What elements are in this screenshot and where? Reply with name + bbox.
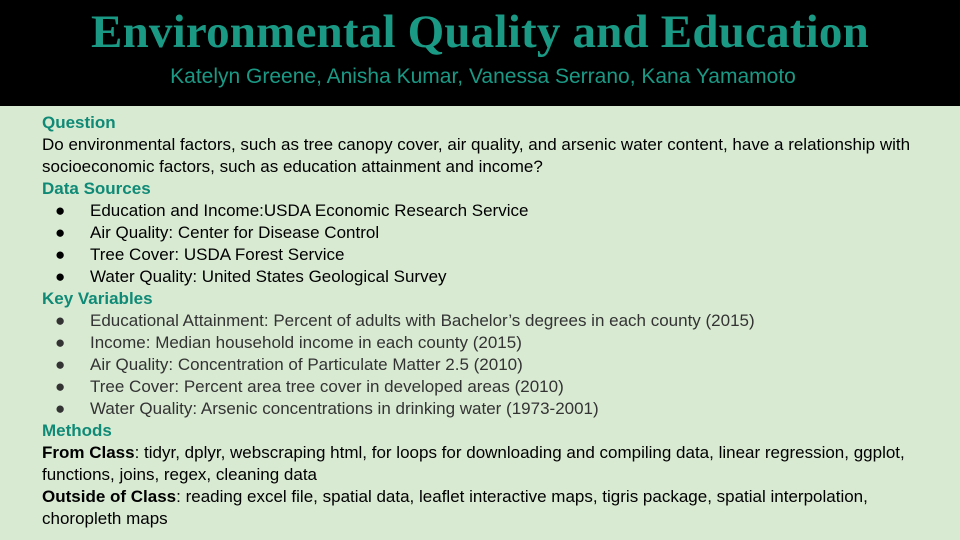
slide-body: Question Do environmental factors, such … (42, 112, 942, 530)
outside-class-label: Outside of Class (42, 487, 177, 506)
methods-heading: Methods (42, 421, 112, 440)
question-text: Do environmental factors, such as tree c… (42, 135, 911, 176)
bullet-icon: ● (55, 267, 66, 286)
list-item: ● Education and Income:USDA Economic Rese… (42, 200, 942, 222)
list-item-text: Water Quality: Arsenic concentrations in… (90, 399, 599, 418)
methods-outside-class: Outside of Class: reading excel file, sp… (42, 486, 942, 530)
authors-line: Katelyn Greene, Anisha Kumar, Vanessa Se… (170, 65, 796, 88)
from-class-text: : tidyr, dplyr, webscraping html, for lo… (42, 443, 905, 484)
list-item: ● Water Quality: Arsenic concentrations i… (42, 398, 942, 420)
question-heading: Question (42, 113, 116, 132)
list-item: ● Income: Median household income in each… (42, 332, 942, 354)
bullet-icon: ● (55, 399, 66, 418)
from-class-label: From Class (42, 443, 135, 462)
data-sources-heading: Data Sources (42, 179, 151, 198)
outside-class-text: : reading excel file, spatial data, leaf… (42, 487, 868, 528)
title-banner: Environmental Quality and Education Kate… (0, 0, 960, 106)
list-item: ● Tree Cover: USDA Forest Service (42, 244, 942, 266)
methods-from-class: From Class: tidyr, dplyr, webscraping ht… (42, 442, 942, 486)
list-item-text: Air Quality: Concentration of Particulat… (90, 355, 523, 374)
key-variables-list: ● Educational Attainment: Percent of adul… (42, 310, 942, 420)
bullet-icon: ● (55, 333, 66, 352)
data-sources-list: ● Education and Income:USDA Economic Rese… (42, 200, 942, 288)
bullet-icon: ● (55, 245, 66, 264)
list-item: ● Educational Attainment: Percent of adul… (42, 310, 942, 332)
list-item-text: Water Quality: United States Geological … (90, 267, 447, 286)
list-item: ● Air Quality: Center for Disease Control (42, 222, 942, 244)
list-item-text: Tree Cover: USDA Forest Service (90, 245, 345, 264)
list-item-text: Educational Attainment: Percent of adult… (90, 311, 755, 330)
page-title: Environmental Quality and Education (91, 6, 869, 58)
list-item-text: Tree Cover: Percent area tree cover in d… (90, 377, 564, 396)
bullet-icon: ● (55, 355, 66, 374)
bullet-icon: ● (55, 311, 66, 330)
list-item: ● Air Quality: Concentration of Particula… (42, 354, 942, 376)
list-item: ● Tree Cover: Percent area tree cover in … (42, 376, 942, 398)
list-item-text: Income: Median household income in each … (90, 333, 522, 352)
bullet-icon: ● (55, 201, 66, 220)
list-item-text: Air Quality: Center for Disease Control (90, 223, 380, 242)
list-item: ● Water Quality: United States Geological… (42, 266, 942, 288)
bullet-icon: ● (55, 377, 66, 396)
bullet-icon: ● (55, 223, 66, 242)
key-variables-heading: Key Variables (42, 289, 153, 308)
list-item-text: Education and Income:USDA Economic Resea… (90, 201, 529, 220)
